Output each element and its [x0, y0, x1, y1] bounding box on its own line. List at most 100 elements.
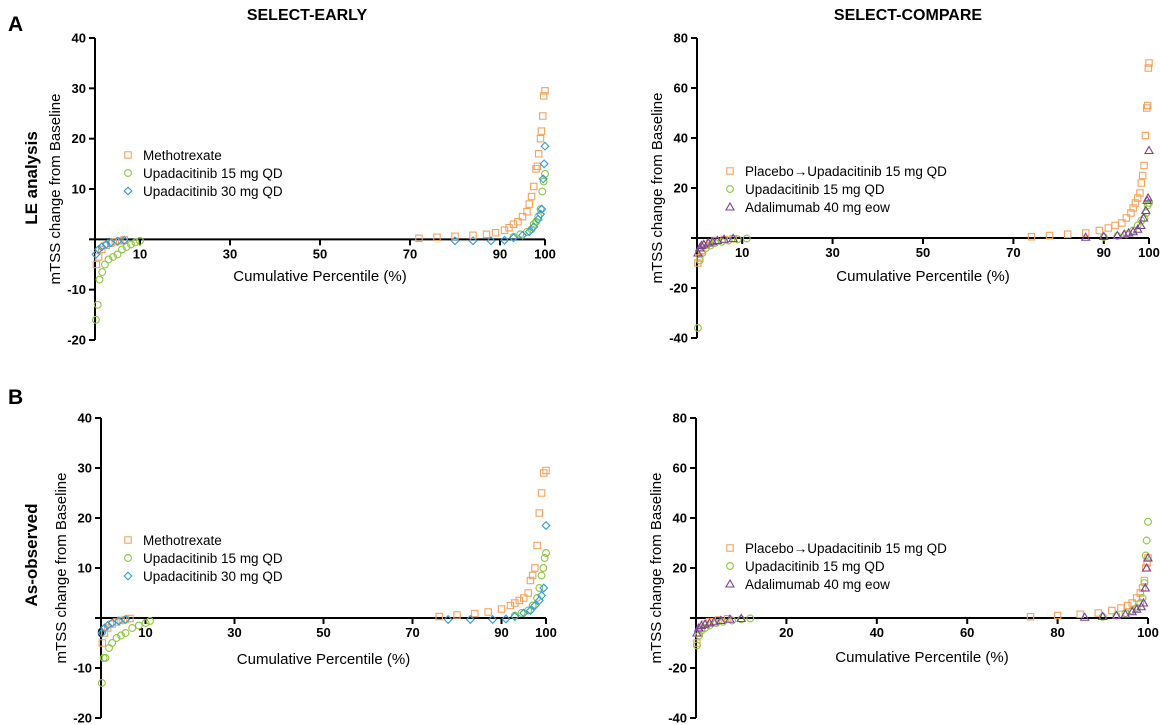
y-tick-label: -20: [668, 661, 687, 676]
data-point: [98, 639, 107, 647]
x-tick-label: 10: [133, 246, 147, 261]
data-point: [97, 679, 106, 687]
data-point: [517, 230, 528, 240]
y-tick-label: -40: [668, 711, 687, 725]
x-tick-label: 90: [494, 625, 508, 640]
data-point: [696, 240, 707, 250]
y-tick-label: 60: [673, 461, 687, 476]
data-point: [99, 623, 110, 633]
data-point: [517, 609, 526, 617]
series-1: [98, 466, 550, 647]
data-point: [471, 609, 479, 618]
y-tick-label: 20: [674, 181, 688, 196]
data-point: [525, 605, 536, 616]
panel-letter-a: A: [8, 13, 23, 36]
data-point: [539, 92, 548, 100]
data-point: [1140, 161, 1148, 170]
data-point: [1142, 536, 1151, 545]
legend-marker: [123, 186, 133, 196]
data-point: [696, 620, 707, 630]
data-point: [1128, 599, 1136, 607]
data-point: [1026, 612, 1035, 621]
data-point: [1045, 231, 1054, 240]
x-tick-label: 100: [1138, 245, 1160, 260]
data-point: [1053, 611, 1062, 620]
chart-panel-select-early-le: -20 -10 10 20 30 40 10 30 50 70 90 100 Cumulative Pe…: [47, 31, 556, 348]
data-point: [695, 256, 704, 265]
data-point: [540, 469, 548, 477]
data-point: [736, 613, 747, 623]
data-point: [693, 639, 701, 647]
data-point: [131, 238, 140, 247]
series-1: [694, 59, 1153, 267]
data-point: [101, 654, 110, 662]
data-point: [539, 177, 548, 186]
y-tick-label: 20: [72, 131, 86, 146]
data-point: [1129, 204, 1137, 212]
data-point: [1143, 101, 1152, 110]
data-point: [1128, 226, 1139, 236]
series-3: [692, 145, 1154, 257]
x-tick-label: 70: [405, 625, 419, 640]
data-point: [694, 259, 702, 267]
data-point: [693, 324, 702, 332]
data-point: [532, 165, 540, 173]
data-point: [728, 233, 739, 243]
data-point: [118, 245, 126, 254]
data-point: [1136, 589, 1145, 597]
series-1: [693, 554, 1152, 647]
row-label-le-analysis: LE analysis: [22, 131, 41, 225]
y-tick-label: -20: [67, 333, 86, 348]
y-tick-label: -40: [669, 331, 688, 346]
data-point: [1138, 171, 1147, 180]
data-point: [534, 150, 543, 158]
legend: Methotrexate Upadacitinib 15 mg QD Upadaci…: [123, 148, 283, 199]
data-point: [533, 541, 541, 550]
data-point: [107, 618, 117, 628]
legend: Placebo→Upadacitinib 15 mg QD Upadacitini…: [725, 164, 947, 215]
chart-panel-select-compare-observed: -40 -20 20 40 60 80 20 40 60 80 100 Cumulative Perc…: [648, 411, 1159, 725]
data-point: [724, 236, 733, 245]
y-tick-label: -10: [73, 661, 92, 676]
data-point: [712, 235, 723, 245]
x-tick-label: 10: [138, 625, 152, 640]
data-point: [101, 239, 111, 249]
data-point: [120, 614, 131, 625]
data-point: [1104, 224, 1113, 232]
data-point: [524, 227, 534, 237]
x-tick-label: 100: [1137, 625, 1159, 640]
data-point: [529, 182, 538, 191]
data-point: [527, 192, 536, 201]
row-label-as-observed: As-observed: [22, 504, 41, 607]
legend-label: Placebo→Upadacitinib 15 mg QD: [745, 164, 947, 179]
y-axis-label: mTSS change from Baseline: [649, 93, 666, 284]
x-axis-label: Cumulative Percentile (%): [237, 651, 410, 668]
data-point: [1142, 104, 1151, 112]
data-point: [146, 617, 154, 625]
data-point: [1081, 229, 1090, 237]
data-point: [1111, 610, 1122, 620]
legend-label: Upadacitinib 30 mg QD: [143, 184, 283, 199]
data-point: [98, 245, 106, 254]
legend-label: Methotrexate: [143, 533, 222, 548]
data-point: [538, 187, 547, 196]
x-tick-label: 50: [916, 245, 930, 260]
data-point: [112, 634, 121, 642]
data-point: [516, 230, 525, 239]
data-point: [1094, 609, 1103, 617]
data-point: [122, 242, 131, 251]
data-point: [537, 571, 546, 580]
data-point: [715, 615, 726, 625]
x-tick-label: 80: [1050, 625, 1064, 640]
y-tick-label: 20: [673, 561, 687, 576]
data-point: [733, 235, 742, 244]
x-axis-label: Cumulative Percentile (%): [233, 268, 406, 285]
data-point: [524, 589, 532, 597]
series-3: [91, 141, 550, 260]
y-tick-label: 10: [72, 182, 86, 197]
data-point: [1141, 562, 1152, 572]
x-tick-label: 50: [316, 625, 330, 640]
data-point: [719, 234, 730, 243]
data-point: [117, 616, 125, 625]
data-point: [742, 234, 751, 243]
